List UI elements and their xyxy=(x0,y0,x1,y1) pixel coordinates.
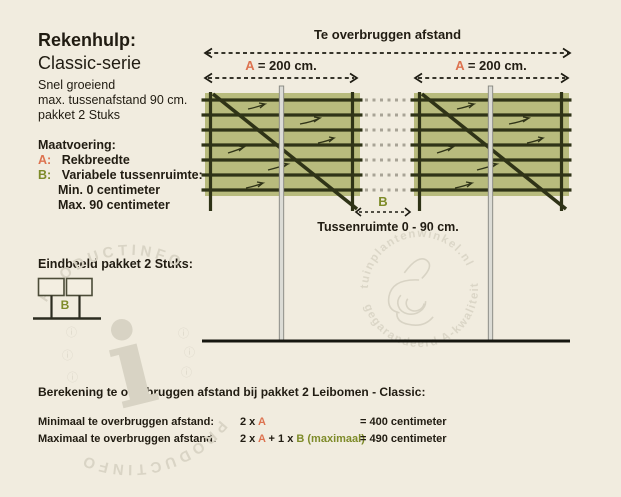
header-line-2: max. tussenafstand 90 cm. xyxy=(38,93,188,107)
info-badge-icon: ⓘ xyxy=(178,327,189,340)
legend-b-text: Variabele tussenruimte: xyxy=(61,168,203,182)
calc-row-formula: 2 x A + 1 x B (maximaal) xyxy=(240,433,365,445)
calc-row-formula: 2 x A xyxy=(240,416,266,428)
info-badge-icon: ⓘ xyxy=(184,346,195,359)
info-badge-icon: ⓘ xyxy=(66,326,77,339)
legend-title: Maatvoering: xyxy=(38,138,116,152)
eindbeeld-diagram xyxy=(33,277,101,320)
a-letter: A xyxy=(245,58,255,73)
calc-row-result: = 490 centimeter xyxy=(360,433,447,445)
header-line-1: Snel groeiend xyxy=(38,78,116,92)
formula-text: + 1 x xyxy=(265,433,297,445)
legend-a-text: Rekbreedte xyxy=(61,153,130,167)
info-badge-icons: ⓘ ⓘ ⓘ ⓘ ⓘ ⓘ xyxy=(62,326,195,384)
legend-sub-max: Max. 90 centimeter xyxy=(58,198,170,212)
calc-row-label: Maximaal te overbruggen afstand: xyxy=(38,433,217,445)
legend-b-key: B: xyxy=(38,168,52,182)
header-line-3: pakket 2 Stuks xyxy=(38,108,120,122)
span-arrow-a-right xyxy=(413,72,570,84)
legend-a-key: A: xyxy=(38,153,52,167)
a-measure-label-left: A = 200 cm. xyxy=(202,58,360,73)
span-arrow-b xyxy=(354,207,412,217)
info-badge-icon: ⓘ xyxy=(181,366,192,379)
trellis-left xyxy=(199,84,365,343)
gap-dotted-lines xyxy=(365,98,408,192)
gap-range-label: Tussenruimte 0 - 90 cm. xyxy=(317,220,459,234)
a-letter: A xyxy=(455,58,465,73)
calc-row-result: = 400 centimeter xyxy=(360,416,447,428)
formula-text: 2 x xyxy=(240,433,258,445)
a-value: = 200 cm. xyxy=(257,58,317,73)
formula-a: A xyxy=(257,433,266,445)
a-value: = 200 cm. xyxy=(467,58,527,73)
legend-sub-min: Min. 0 centimeter xyxy=(58,183,161,197)
legend-item-a: A: Rekbreedte xyxy=(38,153,130,167)
formula-a: A xyxy=(257,416,266,428)
eindbeeld-b-label: B xyxy=(60,298,70,312)
total-span-label: Te overbruggen afstand xyxy=(313,27,462,42)
span-arrow-total xyxy=(203,47,572,59)
calc-row-label: Minimaal te overbruggen afstand: xyxy=(38,416,215,428)
a-measure-label-right: A = 200 cm. xyxy=(412,58,570,73)
info-badge-icon: ⓘ xyxy=(62,349,73,362)
info-badge-icon: ⓘ xyxy=(67,371,78,384)
calculation-title: Berekening te overbruggen afstand bij pa… xyxy=(38,385,426,399)
formula-b: B (maximaal) xyxy=(296,433,365,445)
formula-text: 2 x xyxy=(240,416,258,428)
eindbeeld-title: Eindbeeld pakket 2 Stuks: xyxy=(38,257,193,271)
series-subtitle: Classic-serie xyxy=(38,53,142,73)
b-gap-letter: B xyxy=(378,194,388,209)
page-title: Rekenhulp: xyxy=(38,30,137,50)
thumbs-up-icon xyxy=(387,258,434,326)
legend-item-b: B: Variabele tussenruimte: xyxy=(38,168,203,182)
trellis-right xyxy=(408,84,574,343)
span-arrow-a-left xyxy=(203,72,359,84)
